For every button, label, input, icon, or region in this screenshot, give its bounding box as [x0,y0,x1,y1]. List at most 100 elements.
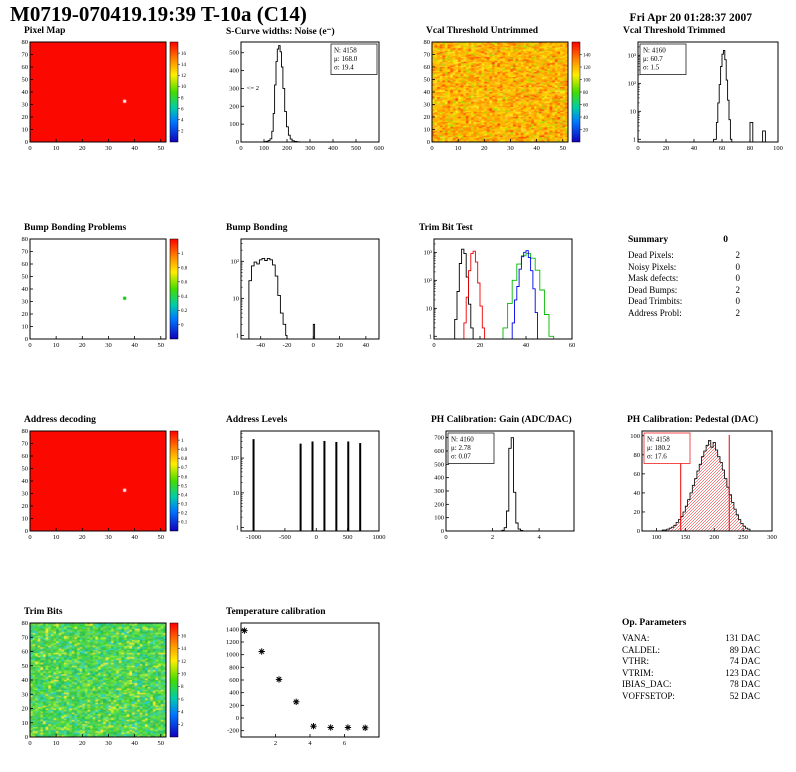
svg-text:50: 50 [424,77,431,84]
address-levels-svg: -1000 -500 0 500 1000 1 10 10² [231,430,386,541]
svg-text:10: 10 [22,127,29,134]
svg-text:30: 30 [22,102,29,109]
svg-text:-1000: -1000 [246,534,261,541]
trim-bits-svg: 0 10 20 30 40 50 0 10 20 30 40 50 60 70 80 16 14 12 10 8 6 4 2 [22,620,187,747]
svg-text:0: 0 [441,528,444,535]
svg-text:40: 40 [131,145,138,152]
svg-text:60: 60 [22,649,29,656]
svg-text:0: 0 [25,528,28,535]
svg-text:0: 0 [239,145,242,152]
svg-text:40: 40 [363,342,370,349]
svg-text:30: 30 [22,299,29,306]
panel-title: Trim Bit Test [419,223,473,233]
svg-text:20: 20 [634,509,641,516]
svg-text:10: 10 [22,720,29,727]
svg-text:30: 30 [507,145,514,152]
svg-text:10: 10 [424,127,431,134]
star-marker [328,724,334,731]
panel-title: Bump Bonding [226,223,288,233]
svg-text:20: 20 [477,342,484,349]
svg-text:2: 2 [181,723,184,728]
svg-text:120: 120 [583,66,591,71]
trim-bit-test-series-trim-red [461,250,486,340]
svg-text:20: 20 [22,503,29,510]
svg-text:300: 300 [434,488,444,495]
color-scale-bar [169,622,179,738]
svg-text:N: 4160: N: 4160 [451,436,474,444]
svg-text:0: 0 [181,324,184,329]
svg-text:10: 10 [455,145,462,152]
svg-text:0: 0 [444,534,447,541]
svg-text:-20: -20 [283,342,292,349]
svg-text:140: 140 [583,53,591,58]
svg-text:10: 10 [426,305,433,312]
address-decoding-svg: 0 10 20 30 40 50 0 10 20 30 40 50 60 70 80 1 0.9 0.8 0.7 0.… [22,428,188,541]
svg-text:30: 30 [105,534,112,541]
summary-grade: 0 [723,235,728,245]
svg-text:10: 10 [53,534,60,541]
summary-title: Summary [628,235,669,245]
svg-text:0: 0 [25,734,28,741]
panel-title: Vcal Threshold Untrimmed [426,26,539,36]
svg-text:40: 40 [131,740,138,747]
svg-text:10: 10 [53,342,60,349]
svg-text:0: 0 [25,139,28,146]
trim-bit-test-series-trim-blue [509,250,538,340]
svg-text:60: 60 [634,471,641,478]
svg-text:250: 250 [738,534,748,541]
svg-text:600: 600 [434,448,444,455]
temperature-plot-area: 2 4 6 -200 0 200 400 600 800 1000 1200 1400 [215,619,387,753]
address-decoding-plot-area: 0 10 20 30 40 50 0 10 20 30 40 50 60 70 80 1 0.9 0.8 0.7 0.… [8,427,200,547]
ph-gain-plot-area: 0 2 4 0 100 200 300 400 500 600 700 N: 4160 μ: 2.78 σ… [420,427,582,547]
svg-text:100: 100 [434,515,444,522]
svg-text:50: 50 [158,740,165,747]
svg-text:20: 20 [336,342,343,349]
svg-text:30: 30 [105,145,112,152]
axes-frame [240,238,380,340]
svg-text:100: 100 [583,78,591,83]
panel-address-levels: Address Levels -1000 -500 0 500 1000 1 10 10² [215,415,387,547]
svg-text:50: 50 [22,663,29,670]
svg-text:N: 4160: N: 4160 [643,47,666,55]
svg-text:0: 0 [637,528,640,535]
summary-row-dead-pixels: Dead Pixels: 2 [628,250,740,260]
panel-title: Address decoding [24,415,96,425]
svg-text:400: 400 [229,68,239,75]
svg-text:10: 10 [53,145,60,152]
svg-text:800: 800 [229,664,239,671]
svg-text:40: 40 [523,342,530,349]
temperature-calibration-svg: 2 4 6 -200 0 200 400 600 800 1000 1200 1400 [226,622,380,747]
svg-text:14: 14 [181,647,187,652]
svg-text:0.7: 0.7 [181,466,188,471]
svg-text:8: 8 [181,685,184,690]
svg-text:80: 80 [22,428,29,435]
svg-text:50: 50 [22,466,29,473]
panel-vcal-threshold-trimmed: Vcal Threshold Trimmed 0 20 40 60 80 100 1 10 10… [612,26,786,158]
svg-text:30: 30 [105,740,112,747]
svg-text:1000: 1000 [373,534,386,541]
svg-text:20: 20 [22,706,29,713]
svg-text:μ: 168.0: μ: 168.0 [334,55,358,63]
svg-text:6: 6 [343,740,347,747]
svg-text:40: 40 [22,478,29,485]
svg-text:70: 70 [22,249,29,256]
svg-text:20: 20 [79,534,86,541]
bump-bonding-svg: -40 -20 0 20 40 1 10 10² [231,238,380,349]
svg-text:N: 4158: N: 4158 [334,47,357,55]
svg-text:10: 10 [181,672,187,677]
ph-pedestal-plot-area: 100 150 200 250 300 0 20 40 60 80 100 N: 4158 μ: 180… [616,427,780,547]
svg-text:1: 1 [181,252,184,257]
pixel-map-heatmap-canvas [30,42,166,142]
star-marker [241,628,248,634]
panel-title: Vcal Threshold Trimmed [623,26,726,36]
svg-text:0: 0 [28,740,31,747]
color-scale-bar [571,41,581,143]
svg-text:N: 4158: N: 4158 [647,436,670,444]
svg-text:50: 50 [158,534,165,541]
svg-text:100: 100 [652,534,662,541]
svg-text:70: 70 [424,52,431,59]
underflow-annotation: <= 2 [247,85,259,92]
